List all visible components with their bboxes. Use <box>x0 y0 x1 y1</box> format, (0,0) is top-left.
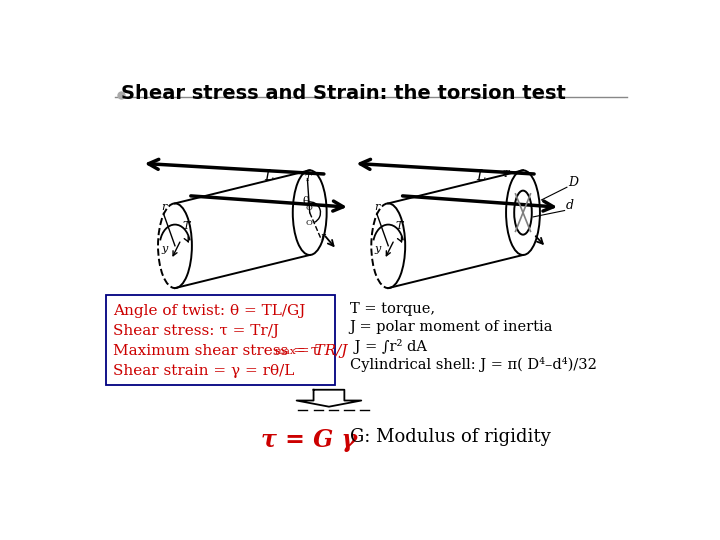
Text: Shear strain = γ = rθ/L: Shear strain = γ = rθ/L <box>113 363 294 377</box>
Text: J = polar moment of inertia: J = polar moment of inertia <box>350 320 553 334</box>
Text: max: max <box>275 347 297 356</box>
Text: L: L <box>264 170 274 184</box>
Text: = TR/J: = TR/J <box>292 343 347 357</box>
Text: D: D <box>568 176 578 189</box>
Text: T = torque,: T = torque, <box>350 302 435 316</box>
Polygon shape <box>297 390 361 407</box>
Text: y: y <box>374 244 381 254</box>
Text: r: r <box>320 232 325 241</box>
Text: O: O <box>306 204 312 212</box>
Text: r: r <box>161 202 166 212</box>
Text: Cylindrical shell: J = π( D⁴–d⁴)/32: Cylindrical shell: J = π( D⁴–d⁴)/32 <box>350 357 597 373</box>
Text: Maximum shear stress = τ: Maximum shear stress = τ <box>113 343 320 357</box>
Text: T: T <box>503 170 509 179</box>
Text: θ: θ <box>302 197 309 207</box>
Text: G: Modulus of rigidity: G: Modulus of rigidity <box>350 428 551 446</box>
Text: r: r <box>374 202 379 212</box>
Text: Angle of twist: θ = TL/GJ: Angle of twist: θ = TL/GJ <box>113 303 306 318</box>
Text: y: y <box>161 244 167 254</box>
Text: L: L <box>476 170 485 184</box>
Text: d: d <box>566 199 574 212</box>
FancyBboxPatch shape <box>107 295 335 385</box>
Text: Shear stress and Strain: the torsion test: Shear stress and Strain: the torsion tes… <box>121 84 566 103</box>
Text: O: O <box>306 219 312 227</box>
Text: T: T <box>183 221 190 231</box>
Text: T: T <box>305 174 311 183</box>
Text: Shear stress: τ = Tr/J: Shear stress: τ = Tr/J <box>113 323 279 338</box>
Text: T: T <box>396 221 403 231</box>
Text: J = ∫r² dA: J = ∫r² dA <box>350 339 427 354</box>
Text: τ = G γ: τ = G γ <box>261 428 357 452</box>
